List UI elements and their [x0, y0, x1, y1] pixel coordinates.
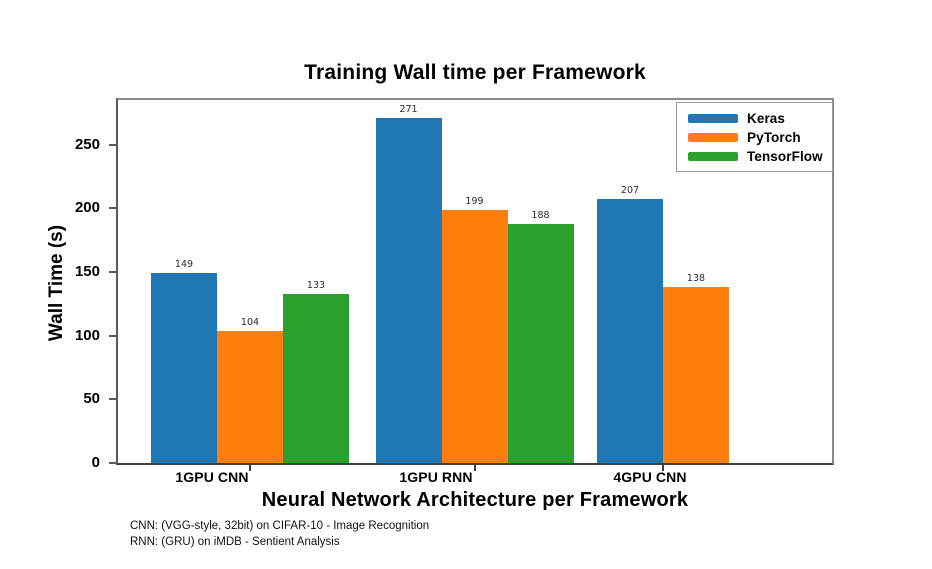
legend-label: Keras: [747, 111, 786, 126]
bar-pytorch: [441, 209, 508, 463]
x-tick-mark: [473, 465, 476, 471]
bar-value-label: 207: [620, 185, 640, 197]
legend-label: TensorFlow: [747, 149, 823, 164]
legend-swatch-tensorflow: [688, 152, 738, 161]
y-tick-mark: [109, 398, 116, 401]
plot-area: 0 50 100 150 200 250 149 104 133 1GPU CNN 271 199 18…: [75, 100, 832, 485]
legend-swatch-pytorch: [688, 133, 738, 142]
x-tick-label: 4GPU CNN: [613, 469, 687, 485]
bar-value-label: 138: [686, 273, 706, 285]
bar-value-label: 188: [531, 209, 550, 221]
bar-pytorch: [663, 287, 729, 463]
legend-item: TensorFlow: [677, 147, 832, 166]
legend-label: PyTorch: [747, 130, 801, 145]
x-tick-label: 1GPU RNN: [399, 469, 473, 485]
bar-tensorflow: [283, 293, 349, 463]
bar-value-label: 149: [174, 259, 194, 271]
y-tick-label: 50: [83, 390, 100, 408]
x-tick-label: 1GPU CNN: [175, 469, 249, 485]
footnote-rnn: RNN: (GRU) on iMDB - Sentient Analysis: [130, 536, 340, 548]
bar-keras: [597, 199, 663, 463]
y-tick-label: 150: [74, 262, 100, 280]
bar-tensorflow: [507, 223, 574, 463]
footnote-cnn: CNN: (VGG-style, 32bit) on CIFAR-10 - Im…: [130, 520, 430, 532]
bar-keras: [151, 273, 217, 463]
bar-keras: [375, 117, 442, 463]
y-tick-label: 200: [74, 199, 100, 217]
y-tick-label: 100: [74, 326, 100, 344]
bar-value-label: 271: [399, 103, 418, 115]
y-tick-mark: [109, 270, 116, 273]
y-tick-mark: [109, 207, 116, 210]
x-axis-label: Neural Network Architecture per Framewor…: [261, 489, 689, 511]
bar-pytorch: [217, 330, 283, 463]
y-tick-label: 0: [91, 454, 100, 471]
y-tick-mark: [109, 143, 116, 146]
legend-swatch-keras: [688, 114, 738, 123]
bar-value-label: 133: [306, 279, 326, 291]
bar-value-label: 104: [240, 316, 260, 328]
legend-item: Keras: [677, 109, 832, 128]
bar-value-label: 199: [465, 195, 484, 207]
y-tick-mark: [109, 462, 116, 464]
x-tick-mark: [249, 465, 251, 471]
y-tick-mark: [109, 334, 116, 337]
legend: Keras PyTorch TensorFlow: [676, 102, 833, 172]
y-axis-label: Wall Time (s): [46, 224, 67, 342]
chart-title: Training Wall time per Framework: [304, 61, 646, 84]
y-tick-label: 250: [74, 135, 100, 153]
x-tick-mark: [662, 465, 664, 471]
legend-item: PyTorch: [677, 128, 832, 147]
